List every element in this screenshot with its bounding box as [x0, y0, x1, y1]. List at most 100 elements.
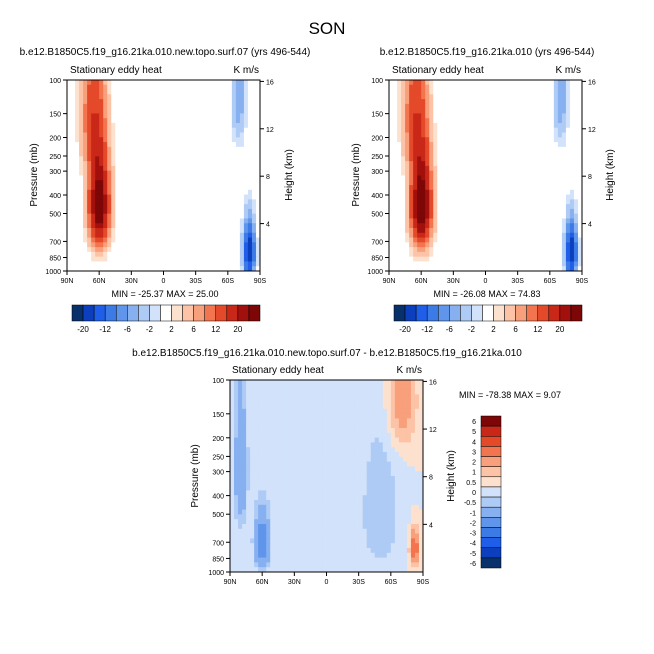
heatmap-cell	[541, 256, 547, 263]
heatmap-cell	[67, 151, 72, 158]
heatmap-cell	[445, 170, 450, 177]
heatmap-cell	[525, 103, 531, 110]
heatmap-cell	[99, 218, 104, 224]
heatmap-cell	[175, 113, 181, 119]
heatmap-cell	[71, 165, 76, 172]
heatmap-cell	[417, 113, 422, 119]
heatmap-cell	[382, 413, 388, 419]
heatmap-cell	[195, 156, 201, 162]
heatmap-cell	[469, 251, 475, 258]
heatmap-cell	[350, 399, 356, 405]
heatmap-cell	[354, 447, 360, 453]
heatmap-cell	[147, 266, 153, 271]
heatmap-cell	[147, 89, 153, 95]
heatmap-cell	[398, 442, 404, 448]
heatmap-cell	[445, 103, 450, 110]
heatmap-cell	[565, 213, 571, 220]
heatmap-cell	[75, 237, 80, 243]
heatmap-cell	[235, 218, 241, 224]
heatmap-cell	[103, 137, 108, 143]
heatmap-cell	[143, 180, 149, 186]
heatmap-cell	[410, 404, 416, 410]
heatmap-cell	[179, 80, 185, 86]
heatmap-cell	[167, 266, 173, 271]
heatmap-cell	[258, 432, 263, 439]
heatmap-cell	[75, 99, 80, 105]
heatmap-cell	[549, 80, 555, 86]
heatmap-cell	[163, 194, 169, 200]
heatmap-cell	[334, 404, 340, 410]
heatmap-cell	[163, 84, 169, 91]
heatmap-cell	[195, 170, 201, 177]
heatmap-cell	[67, 84, 72, 91]
heatmap-cell	[310, 476, 316, 482]
heatmap-cell	[290, 447, 295, 453]
heatmap-cell	[282, 399, 287, 405]
heatmap-cell	[175, 170, 181, 177]
heatmap-cell	[350, 476, 356, 482]
heatmap-cell	[425, 170, 430, 177]
heatmap-cell	[417, 194, 422, 200]
heatmap-cell	[286, 476, 291, 482]
heatmap-cell	[131, 94, 136, 100]
heatmap-cell	[67, 218, 72, 224]
heatmap-cell	[318, 461, 324, 467]
heatmap-cell	[394, 461, 400, 467]
heatmap-cell	[501, 213, 507, 220]
heatmap-cell	[525, 127, 531, 134]
heatmap-cell	[111, 151, 116, 158]
heatmap-cell	[409, 208, 414, 215]
heatmap-cell	[350, 413, 356, 419]
heatmap-cell	[338, 437, 344, 443]
heatmap-cell	[103, 232, 108, 239]
heatmap-cell	[195, 185, 201, 191]
heatmap-cell	[175, 94, 181, 100]
heatmap-cell	[147, 261, 153, 267]
heatmap-cell	[406, 437, 412, 443]
heatmap-cell	[481, 208, 487, 215]
heatmap-cell	[445, 261, 450, 267]
heatmap-cell	[171, 113, 177, 119]
heatmap-cell	[227, 122, 233, 129]
heatmap-cell	[362, 380, 368, 386]
heatmap-cell	[485, 185, 491, 191]
heatmap-cell	[370, 452, 376, 458]
heatmap-cell	[545, 170, 551, 177]
heatmap-cell	[497, 103, 503, 110]
heatmap-cell	[521, 218, 527, 224]
heatmap-cell	[183, 175, 189, 181]
heatmap-cell	[71, 127, 76, 134]
heatmap-cell	[163, 256, 169, 263]
heatmap-cell	[67, 161, 72, 167]
heatmap-cell	[235, 132, 241, 138]
heatmap-cell	[346, 466, 352, 472]
heatmap-cell	[67, 132, 72, 138]
heatmap-cell	[577, 175, 582, 181]
heatmap-cell	[565, 108, 571, 115]
heatmap-cell	[135, 199, 140, 205]
heatmap-cell	[71, 204, 76, 210]
heatmap-cell	[469, 204, 475, 210]
heatmap-cell	[171, 89, 177, 95]
heatmap-cell	[489, 84, 495, 91]
heatmap-cell	[155, 108, 161, 115]
heatmap-cell	[211, 213, 217, 220]
heatmap-cell	[207, 185, 213, 191]
heatmap-cell	[151, 180, 157, 186]
heatmap-cell	[115, 132, 120, 138]
heatmap-cell	[103, 185, 108, 191]
heatmap-cell	[449, 156, 454, 162]
heatmap-cell	[441, 204, 446, 210]
y-tick-label: 100	[49, 78, 61, 85]
heatmap-cell	[433, 113, 438, 119]
heatmap-cell	[95, 108, 100, 115]
heatmap-cell	[294, 399, 299, 405]
heatmap-cell	[517, 156, 523, 162]
heatmap-cell	[143, 170, 149, 177]
heatmap-cell	[521, 180, 527, 186]
heatmap-cell	[207, 80, 213, 86]
heatmap-cell	[533, 266, 539, 271]
heatmap-cell	[489, 185, 495, 191]
heatmap-cell	[127, 137, 132, 143]
panel-right-label: K m/s	[233, 65, 259, 76]
